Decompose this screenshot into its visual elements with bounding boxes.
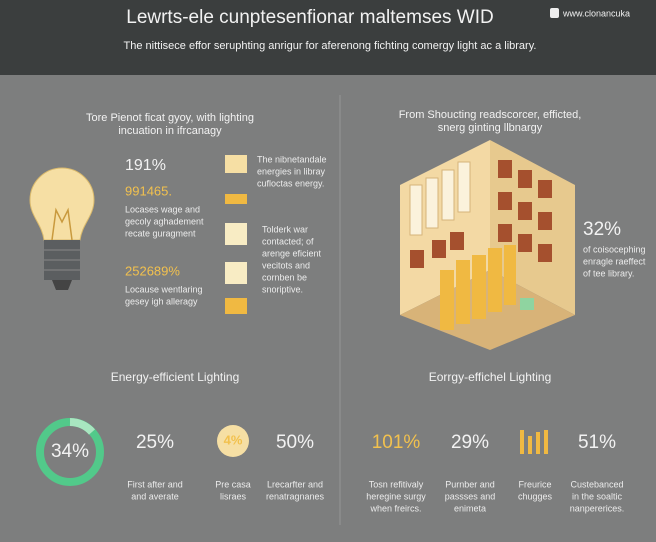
stat-caption: Purnber and	[445, 479, 495, 489]
note: vecitots and	[262, 260, 310, 270]
stat-caption: Custebanced	[570, 479, 623, 489]
bars-icon	[520, 430, 548, 454]
stat-value: 25%	[136, 432, 174, 453]
section-heading: Energy-efficient Lighting	[111, 370, 240, 384]
swatch	[225, 155, 247, 173]
generated: Tore Pienot ficat gyoy, with lightinginc…	[51, 109, 646, 513]
swatch	[225, 298, 247, 314]
stat-caption: and averate	[131, 491, 179, 501]
stat-value: 50%	[276, 432, 314, 453]
stat-value: 4%	[224, 432, 243, 447]
note: arenge eficient	[262, 248, 322, 258]
stat-value: 32%	[583, 219, 621, 240]
stat-caption: lisraes	[220, 491, 247, 501]
section-heading: Eorrgy-effichel Lighting	[429, 370, 552, 384]
stat-caption: Locases wage and	[125, 204, 200, 214]
note: Tolderk war	[262, 224, 308, 234]
bulb-icon	[29, 167, 95, 290]
stat-caption: renatragnanes	[266, 491, 325, 501]
stat-caption: enimeta	[454, 503, 486, 513]
stat-caption: Tosn refitivaly	[369, 479, 424, 489]
stat-value: 252689%	[125, 263, 180, 278]
stat-caption: recate guragment	[125, 228, 196, 238]
stat-caption: when freircs.	[369, 503, 421, 513]
stat-caption: Lrecarfter and	[267, 479, 323, 489]
stat-value: 51%	[578, 432, 616, 453]
stat-caption: heregine surgy	[366, 491, 426, 501]
stat-caption: enragle raeffect	[583, 256, 646, 266]
stat-caption: in the soaltic	[572, 491, 623, 501]
header-band	[0, 0, 656, 75]
swatch	[225, 223, 247, 245]
progress-ring-segment	[69, 418, 95, 435]
stat-caption: First after and	[127, 479, 183, 489]
section-heading: From Shoucting readscorcer, efficted,	[399, 109, 582, 121]
logo-text: www.clonancuka	[562, 8, 630, 18]
stat-caption: nanpererices.	[570, 503, 625, 513]
swatch	[225, 194, 247, 204]
note: cufloctas energy.	[257, 178, 324, 188]
stat-value: 29%	[451, 432, 489, 453]
note: contacted; of	[262, 236, 314, 246]
note: The nibnetandale	[257, 154, 327, 164]
stat-caption: chugges	[518, 491, 553, 501]
stat-caption: passses and	[445, 491, 496, 501]
stat-caption: of coisocephing	[583, 244, 646, 254]
stat-value: 191%	[125, 157, 166, 174]
stat-caption: Freurice	[518, 479, 551, 489]
note: energies in libray	[257, 166, 326, 176]
logo-icon	[550, 8, 559, 18]
note: snoriptive.	[262, 284, 303, 294]
stat-caption: gecoly aghadement	[125, 216, 204, 226]
stat-caption: of tee library.	[583, 268, 634, 278]
title: Lewrts-ele cunptesenfionar maltemses WID	[126, 7, 493, 28]
section-heading: incuation in ifrcanagy	[118, 125, 222, 137]
stat-value: 991465.	[125, 183, 172, 198]
section-heading: Tore Pienot ficat gyoy, with lighting	[86, 112, 254, 124]
subtitle: The nittisece effor seruphting anrigur f…	[124, 40, 537, 52]
stat-value: 101%	[372, 432, 421, 453]
stat-caption: Pre casa	[215, 479, 251, 489]
stat-caption: gesey igh alleragy	[125, 296, 198, 306]
section-heading: snerg ginting llbnargy	[438, 122, 543, 134]
stat-caption: Locause wentlaring	[125, 284, 203, 294]
note: cornben be	[262, 272, 307, 282]
stat-value: 34%	[51, 441, 89, 462]
badge	[217, 425, 249, 457]
swatch	[225, 262, 247, 284]
library-illustration	[400, 140, 575, 350]
